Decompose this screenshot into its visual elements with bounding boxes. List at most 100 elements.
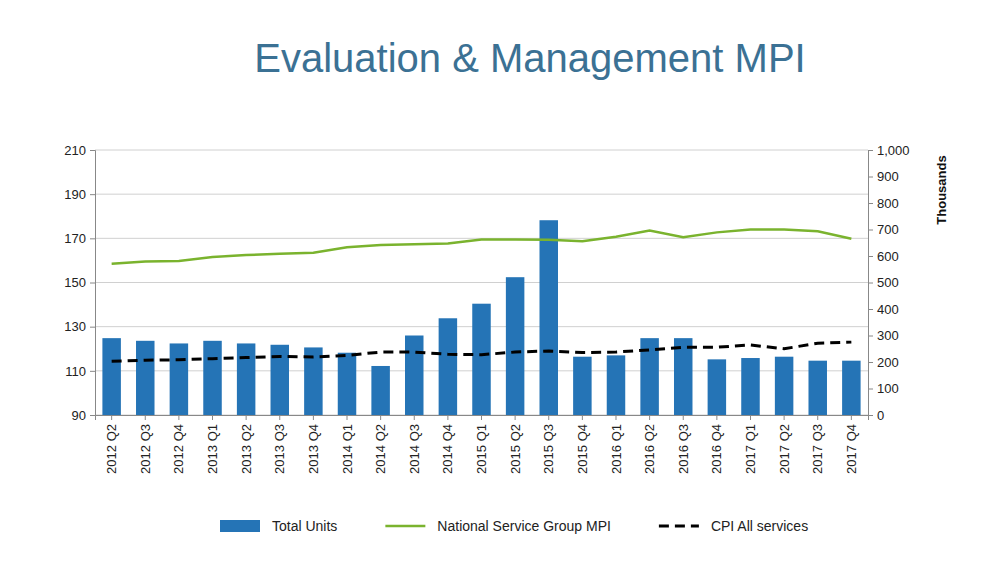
tick-label: 2016 Q1 (609, 424, 624, 474)
tick: 1,000 (868, 143, 910, 158)
tick: 2016 Q4 (709, 415, 724, 474)
tick-mark (868, 203, 873, 204)
legend-entry: Total Units (220, 518, 337, 534)
legend-label: National Service Group MPI (437, 518, 611, 534)
tick: 2013 Q3 (272, 415, 287, 474)
chart: Evaluation & Management MPI9011013015017… (0, 0, 1000, 586)
tick-mark (784, 415, 785, 420)
tick: 2014 Q4 (440, 415, 455, 474)
tick-mark (868, 309, 873, 310)
tick-mark (548, 415, 549, 420)
tick-label: 900 (877, 169, 899, 184)
tick-label: 2012 Q3 (138, 424, 153, 474)
tick-mark (111, 415, 112, 420)
tick-label: 200 (877, 355, 899, 370)
tick: 2015 Q3 (541, 415, 556, 474)
tick-mark (683, 415, 684, 420)
tick-label: 210 (64, 143, 86, 158)
tick: 2016 Q1 (609, 415, 624, 474)
tick-label: 170 (64, 231, 86, 246)
tick-label: 2013 Q1 (205, 424, 220, 474)
tick-mark (582, 415, 583, 420)
tick: 2016 Q3 (676, 415, 691, 474)
tick-label: 300 (877, 328, 899, 343)
tick: 2012 Q3 (138, 415, 153, 474)
tick-mark (868, 389, 873, 390)
legend-swatch (220, 520, 260, 532)
tick-label: 700 (877, 222, 899, 237)
tick: 2015 Q4 (575, 415, 590, 474)
tick-label: 400 (877, 302, 899, 317)
tick-label: 2014 Q3 (407, 424, 422, 474)
axis-line (90, 151, 96, 416)
tick-label: 2015 Q2 (508, 424, 523, 474)
tick-mark (817, 415, 818, 420)
bar (136, 341, 154, 415)
tick: 2012 Q2 (104, 415, 119, 474)
axis-line (96, 416, 869, 421)
tick: 2015 Q2 (508, 415, 523, 474)
bar (607, 355, 625, 415)
plot-area (102, 220, 860, 415)
legend-label: Total Units (272, 518, 337, 534)
tick-label: 2017 Q1 (743, 424, 758, 474)
tick-mark (868, 336, 873, 337)
tick-label: 1,000 (877, 143, 910, 158)
y-axis: 90110130150170190210 (64, 143, 95, 423)
legend: Total Units National Service Group MPI CPI… (220, 518, 808, 534)
tick: 2012 Q4 (171, 415, 186, 474)
tick-label: 600 (877, 249, 899, 264)
tick-label: 2016 Q4 (709, 424, 724, 474)
tick-label: 2014 Q1 (340, 424, 355, 474)
tick-mark (178, 415, 179, 420)
tick: 2017 Q3 (810, 415, 825, 474)
tick-mark (414, 415, 415, 420)
bar (674, 338, 692, 415)
legend-swatch (385, 525, 425, 528)
bar (439, 318, 457, 415)
tick-label: 2012 Q4 (171, 424, 186, 474)
tick-label: 110 (65, 363, 86, 378)
bar (170, 343, 188, 415)
tick-label: 2016 Q3 (676, 424, 691, 474)
legend-swatch (659, 525, 699, 528)
tick-mark (515, 415, 516, 420)
tick-label: 2013 Q3 (272, 424, 287, 474)
bar (506, 277, 524, 415)
tick: 200 (868, 355, 899, 370)
tick: 2013 Q1 (205, 415, 220, 474)
tick-mark (868, 177, 873, 178)
y2-axis: 01002003004005006007008009001,000 (868, 143, 910, 423)
tick: 90 (72, 408, 95, 423)
tick-mark (90, 327, 95, 328)
legend-entry: National Service Group MPI (385, 518, 611, 534)
grid-line (95, 194, 868, 195)
tick: 2017 Q4 (844, 415, 859, 474)
legend-label: CPI All services (711, 518, 808, 534)
tick-mark (90, 150, 95, 151)
y2-axis-title: Thousands (934, 155, 949, 224)
tick-mark (380, 415, 381, 420)
tick-label: 2015 Q1 (474, 424, 489, 474)
tick-label: 500 (877, 275, 899, 290)
bar (338, 353, 356, 415)
tick-label: 0 (877, 408, 884, 423)
tick: 2014 Q1 (340, 415, 355, 474)
bar (405, 336, 423, 416)
bar (573, 357, 591, 415)
bar (371, 366, 389, 415)
tick-mark (145, 415, 146, 420)
tick-label: 2016 Q2 (642, 424, 657, 474)
tick-label: 2017 Q2 (777, 424, 792, 474)
tick-mark (868, 150, 873, 151)
bar (540, 220, 558, 415)
tick-label: 130 (64, 319, 86, 334)
tick-mark (615, 415, 616, 420)
tick-label: 2015 Q3 (541, 424, 556, 474)
tick: 150 (64, 275, 95, 290)
tick-mark (90, 415, 95, 416)
tick: 0 (868, 408, 884, 423)
tick-label: 2013 Q4 (306, 424, 321, 474)
tick: 210 (64, 143, 95, 158)
tick: 2016 Q2 (642, 415, 657, 474)
